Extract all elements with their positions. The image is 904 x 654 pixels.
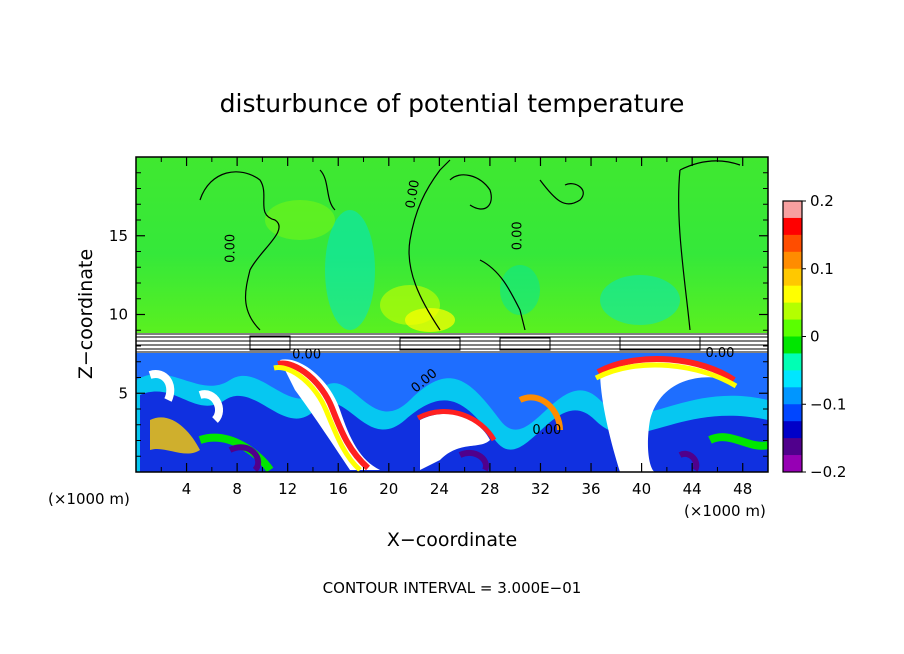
field-blob bbox=[600, 275, 680, 325]
x-tick-label: 8 bbox=[232, 480, 242, 498]
x-tick-label: 12 bbox=[278, 480, 297, 498]
x-tick-label: 44 bbox=[683, 480, 702, 498]
field-blob bbox=[405, 308, 455, 332]
x-tick-label: 36 bbox=[581, 480, 600, 498]
colorbar-swatch bbox=[783, 421, 802, 439]
plot-area bbox=[136, 157, 768, 472]
field-blob bbox=[500, 265, 540, 315]
field-blob bbox=[265, 200, 335, 240]
x-tick-label: 32 bbox=[531, 480, 550, 498]
x-tick-label: 24 bbox=[430, 480, 449, 498]
upper-contours bbox=[199, 159, 741, 331]
colorbar-swatch bbox=[783, 438, 802, 456]
x-unit-left: (×1000 m) bbox=[48, 490, 130, 508]
y-tick-label: 5 bbox=[118, 384, 128, 402]
colorbar-swatch bbox=[783, 217, 802, 236]
colorbar-swatch bbox=[783, 302, 802, 321]
colorbar-tick-label: −0.2 bbox=[810, 463, 846, 481]
x-tick-label: 16 bbox=[329, 480, 348, 498]
colorbar-tick-label: 0 bbox=[810, 328, 820, 346]
colorbar-swatch bbox=[783, 455, 802, 473]
lower-turbulence bbox=[136, 356, 768, 472]
colorbar-swatch bbox=[783, 319, 802, 337]
contour-interval-note: CONTOUR INTERVAL = 3.000E−01 bbox=[323, 579, 582, 597]
x-tick-label: 48 bbox=[733, 480, 752, 498]
colorbar-swatch bbox=[783, 285, 802, 304]
contour-label: 0.00 bbox=[403, 179, 423, 210]
contour-label: 0.00 bbox=[705, 346, 734, 361]
y-axis-title: Z−coordinate bbox=[75, 249, 97, 379]
chart-title: disturbunce of potential temperature bbox=[220, 89, 685, 118]
colorbar-tick-label: 0.1 bbox=[810, 260, 834, 278]
y-tick-label: 15 bbox=[109, 227, 128, 245]
contour-label: 0.00 bbox=[224, 234, 239, 263]
y-axis: 5 10 15 bbox=[109, 172, 768, 457]
colorbar-swatch bbox=[783, 353, 802, 371]
x-tick-label: 20 bbox=[379, 480, 398, 498]
colorbar-tick-label: −0.1 bbox=[810, 395, 846, 413]
colorbar-swatch bbox=[783, 370, 802, 388]
colorbar-swatch bbox=[783, 387, 802, 405]
x-axis-title: X−coordinate bbox=[387, 529, 517, 551]
colorbar-swatch bbox=[783, 336, 802, 354]
x-axis: 4 8 12 16 20 24 28 32 36 40 44 48 bbox=[160, 157, 752, 498]
contour-label: 0.00 bbox=[292, 348, 321, 363]
colorbar-swatch bbox=[783, 201, 802, 219]
contour-label: 0.00 bbox=[532, 423, 561, 438]
field-blob bbox=[325, 210, 375, 330]
colorbar-tick-label: 0.2 bbox=[810, 192, 834, 210]
y-tick-label: 10 bbox=[109, 306, 128, 324]
band-contours bbox=[136, 333, 768, 353]
contour-label: 0.00 bbox=[511, 221, 526, 250]
colorbar-swatch bbox=[783, 251, 802, 270]
x-unit-right: (×1000 m) bbox=[684, 502, 766, 520]
x-tick-label: 28 bbox=[480, 480, 499, 498]
colorbar-swatch bbox=[783, 234, 802, 253]
x-tick-label: 40 bbox=[632, 480, 651, 498]
x-tick-label: 4 bbox=[182, 480, 192, 498]
colorbar-swatch bbox=[783, 404, 802, 422]
inversion-band bbox=[136, 333, 768, 353]
colorbar: 0.2 0.1 0 −0.1 −0.2 bbox=[782, 192, 846, 481]
colorbar-swatch bbox=[783, 268, 802, 287]
